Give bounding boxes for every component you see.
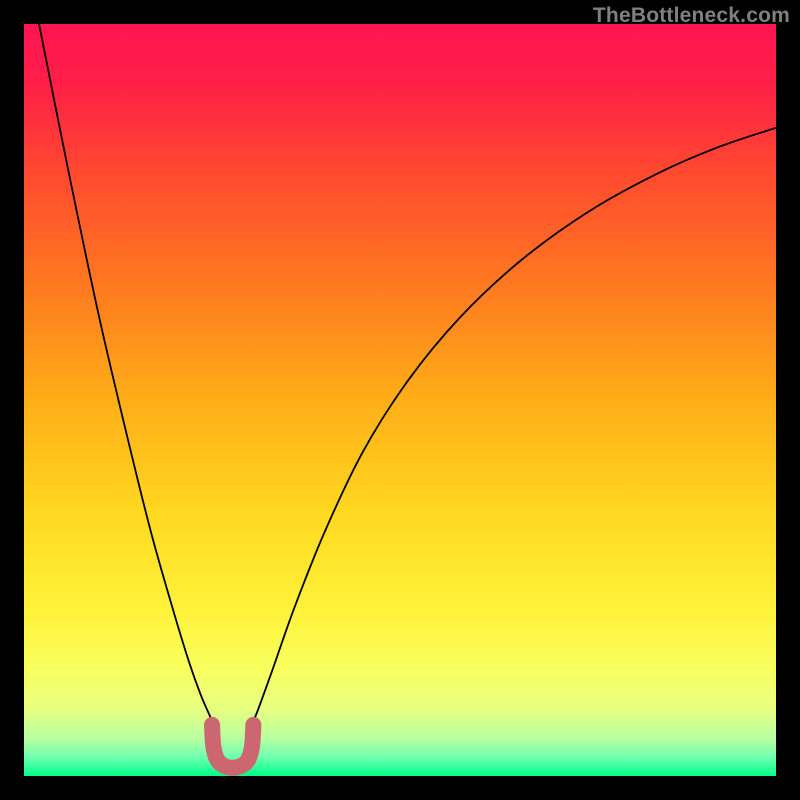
plot-area-gradient-rect — [24, 24, 776, 776]
stage: TheBottleneck.com — [0, 0, 800, 800]
chart-svg — [0, 0, 800, 800]
watermark-text: TheBottleneck.com — [593, 4, 790, 28]
